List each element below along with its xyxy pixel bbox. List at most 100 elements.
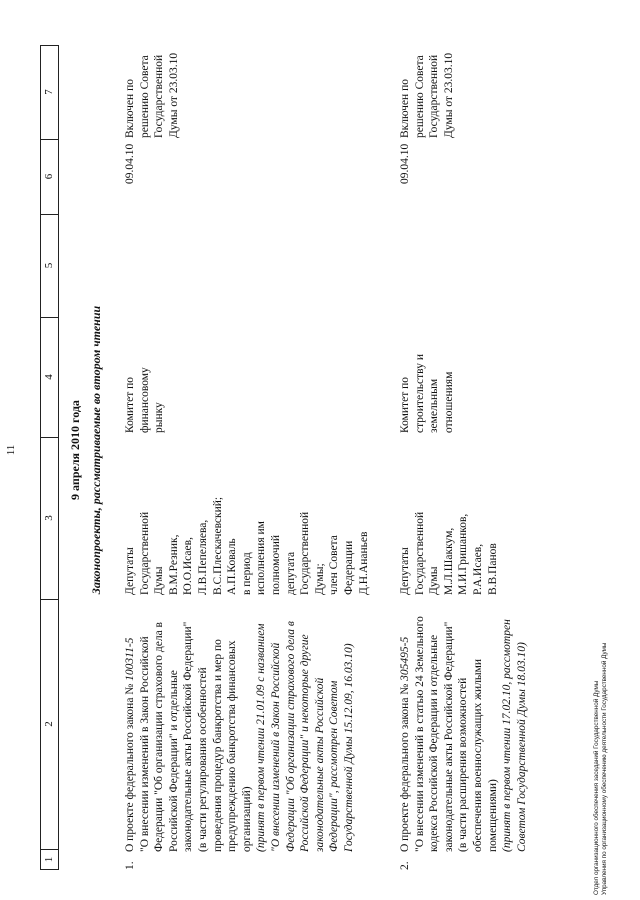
bill-authors-line: член Совета [328,535,341,595]
text-segment: законодательные акты Российской Федераци… [182,621,195,852]
text-segment: "О внесении изменений в Закон Российской [138,636,151,852]
item-number-line: 2. [399,861,411,870]
bill-authors: Депутаты Государственной Думы М.Л.Шаккум, М.… [398,512,500,595]
bill-note-line: Государственной [428,54,441,138]
bill-authors-line: Государственной [413,511,426,595]
text-segment: законодательные акты Российской Федераци… [442,621,455,852]
item-number: 2. [398,861,413,870]
text-segment: законодательные акты Российской [313,677,326,852]
column-number-header: 1 2 3 4 5 6 7 [40,45,59,870]
bill-note-line: Включен по [399,79,411,138]
item-number: 1. [123,861,138,870]
bill-title-line: О проекте федерального закона № 305495-5 [398,616,413,852]
bill-title-line: О проекте федерального закона № 100311-5 [123,621,138,852]
consideration-date: 09.04.10 [398,144,413,184]
bill-authors: Депутаты Государственной Думы В.М.Резник, Ю.… [123,497,371,595]
bill-title-line: организаций) [240,621,255,852]
bill-title-line: Государственной Думы 15.12.09, 16.03.10) [342,621,357,852]
text-segment: обеспечения военнослужащих жилыми [471,658,484,852]
bill-authors-line: Депутаты [124,547,136,595]
text-segment: 305495-5 [399,636,411,681]
bill-title-line: Федерации", рассмотрен Советом [327,621,342,852]
bill-title-line: обеспечения военнослужащих жилыми [471,616,486,852]
day-title: 9 апреля 2010 года [68,400,82,500]
bill-authors-line: Д.Н.Ананьев [357,531,370,595]
text-segment: предупреждению банкротства финансовых [226,640,239,852]
bill-note-line: решению Совета [413,55,426,138]
text-segment: 100311-5 [124,637,136,681]
responsible-committee-line: строительству и [413,354,426,433]
bill-authors-line: А.П.Коваль [226,538,239,595]
text-segment: "О внесении изменений в статью 24 Земель… [413,616,426,852]
bill-authors-line: Р.А.Исаев, [471,543,484,595]
header-col-3: 3 [41,437,58,600]
responsible-committee-line: земельным [428,378,441,433]
text-segment: (в части регулирования особенностей [196,667,209,852]
text-segment: Государственной Думы 15.12.09, 16.03.10) [342,643,355,852]
page-number: 11 [5,444,17,456]
text-segment: Федерации", рассмотрен Советом [328,680,341,852]
responsible-committee: Комитет по строительству и земельным отноше… [398,354,456,433]
bill-note-line: Включен по [124,79,136,138]
footer-line: Управления по организационному обеспечен… [600,642,608,895]
bill-title-line: Советом Государственной Думы 18.03.10) [515,616,530,852]
bill-title-line: проведения процедур банкротства и мер по [211,621,226,852]
header-col-6: 6 [41,139,58,215]
bill-title-line: "О внесении изменений в статью 24 Земель… [413,616,428,852]
text-segment: О проекте федерального закона № [124,680,136,852]
text-segment: Российской Федерации" и отдельные [167,670,180,852]
bill-authors-line: В.М.Резник, [167,534,180,595]
bill-authors-line: М.Л.Шаккум, [442,527,455,595]
text-segment: кодекса Российской Федерации и отдельные [428,634,441,852]
bill-note-line: решению Совета [138,55,151,138]
bill-note-line: Думы от 23.03.10 [167,52,180,138]
text-segment: Федерации "Об организации страхового дел… [284,621,297,852]
bill-title-line: кодекса Российской Федерации и отдельные [427,616,442,852]
header-col-1: 1 [43,856,55,863]
bill-title-line: (принят в первом чтении 21.01.09 с назва… [254,621,269,852]
bill-title-line: Федерации "Об организации страхового дел… [284,621,299,852]
text-segment: (в части расширения возможностей [457,677,470,852]
bill-note: Включен по решению Совета Государственной Д… [123,53,181,138]
header-col-2: 2 [41,599,58,850]
bill-authors-line: Л.В.Пепеляева, [196,519,209,595]
bill-note-line: Думы от 23.03.10 [442,52,455,138]
bill-title: О проекте федерального закона № 100311-5… [123,621,357,852]
bill-title-line: "О внесении изменений в Закон Российской [138,621,153,852]
responsible-committee-line: Комитет по [124,377,136,433]
bill-authors-line: исполнения им [255,521,268,595]
bill-title-line: (в части расширения возможностей [456,616,471,852]
responsible-committee-line: рынку [153,402,166,433]
bill-authors-line: Государственной [138,511,151,595]
text-segment: Советом Государственной Думы 18.03.10) [515,642,528,852]
bill-authors-line: полномочий [269,535,282,595]
bill-title-line: "О внесении изменений в Закон Российской [269,621,284,852]
bill-title-line: предупреждению банкротства финансовых [225,621,240,852]
consideration-date-line: 09.04.10 [124,143,136,184]
bill-title-line: законодательные акты Российской Федераци… [181,621,196,852]
header-col-7: 7 [41,45,58,140]
bill-authors-line: Депутаты [399,547,411,595]
text-segment: Российской Федерации" и некоторые другие [299,634,312,852]
responsible-committee-line: Комитет по [399,377,411,433]
item-number-line: 1. [124,861,136,870]
bill-title-line: законодательные акты Российской Федераци… [442,616,457,852]
bill-title-line: помещениями) [486,616,501,852]
bill-title: О проекте федерального закона № 305495-5… [398,616,529,852]
bill-authors-line: Думы [428,566,441,595]
consideration-date: 09.04.10 [123,144,138,184]
footer: Отдел организационного обеспечения засед… [593,643,608,895]
bill-title-line: Российской Федерации" и некоторые другие [298,621,313,852]
header-col-5: 5 [41,214,58,318]
bill-authors-line: М.И.Гришанков, [457,513,470,595]
bill-title-line: Российской Федерации" и отдельные [167,621,182,852]
bill-note-line: Государственной [153,54,166,138]
section-title: Законопроекты, рассматриваемые во втором… [89,305,103,595]
text-segment: (принят в первом чтении 21.01.09 с назва… [255,623,268,852]
bill-title-line: (принят в первом чтении 17.02.10, рассмо… [500,616,515,852]
text-segment: Федерации "Об организации страхового дел… [153,622,166,852]
responsible-committee: Комитет по финансовому рынку [123,367,167,433]
responsible-committee-line: отношениям [442,371,455,433]
bill-title-line: (в части регулирования особенностей [196,621,211,852]
